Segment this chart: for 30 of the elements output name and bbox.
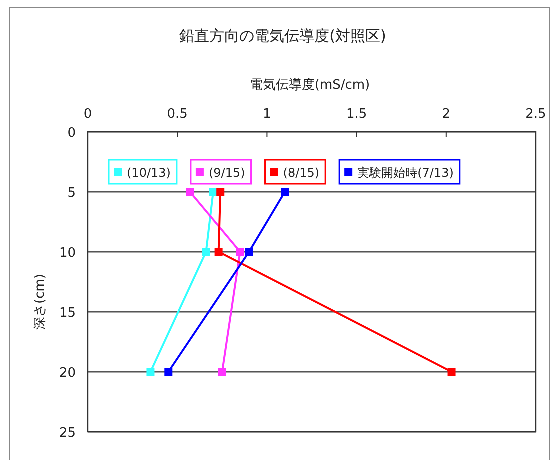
y-tick-label: 25 bbox=[59, 426, 76, 441]
legend-label: (9/15) bbox=[208, 166, 246, 180]
point bbox=[216, 188, 225, 196]
y-tick-label: 10 bbox=[59, 246, 76, 261]
point bbox=[186, 188, 194, 196]
x-tick-label: 2.5 bbox=[526, 107, 546, 122]
legend-label: 実験開始時(7/13) bbox=[358, 166, 454, 180]
point bbox=[146, 368, 155, 376]
point bbox=[245, 248, 254, 256]
point bbox=[448, 368, 456, 376]
point bbox=[218, 368, 226, 376]
point bbox=[214, 248, 223, 256]
x-tick-label: 1 bbox=[263, 107, 272, 122]
chart-title: 鉛直方向の電気伝導度(対照区) bbox=[180, 27, 386, 45]
point bbox=[281, 188, 290, 196]
x-tick-label: 1.5 bbox=[346, 107, 368, 122]
y-tick-label: 20 bbox=[59, 366, 76, 381]
legend-label: (8/15) bbox=[283, 166, 320, 180]
x-axis-title: 電気伝導度(mS/cm) bbox=[250, 77, 370, 93]
y-tick-label: 0 bbox=[68, 126, 76, 141]
y-tick-label: 5 bbox=[68, 186, 76, 201]
x-tick-label: 2 bbox=[442, 107, 451, 122]
y-tick-label: 15 bbox=[59, 306, 76, 321]
point bbox=[236, 248, 244, 256]
y-axis-title: 深さ(cm) bbox=[33, 274, 48, 330]
point bbox=[164, 368, 173, 376]
point bbox=[202, 248, 210, 256]
x-tick-label: 0.5 bbox=[167, 107, 188, 122]
x-tick-label: 0 bbox=[84, 107, 92, 122]
legend-label: (10/13) bbox=[127, 166, 171, 180]
